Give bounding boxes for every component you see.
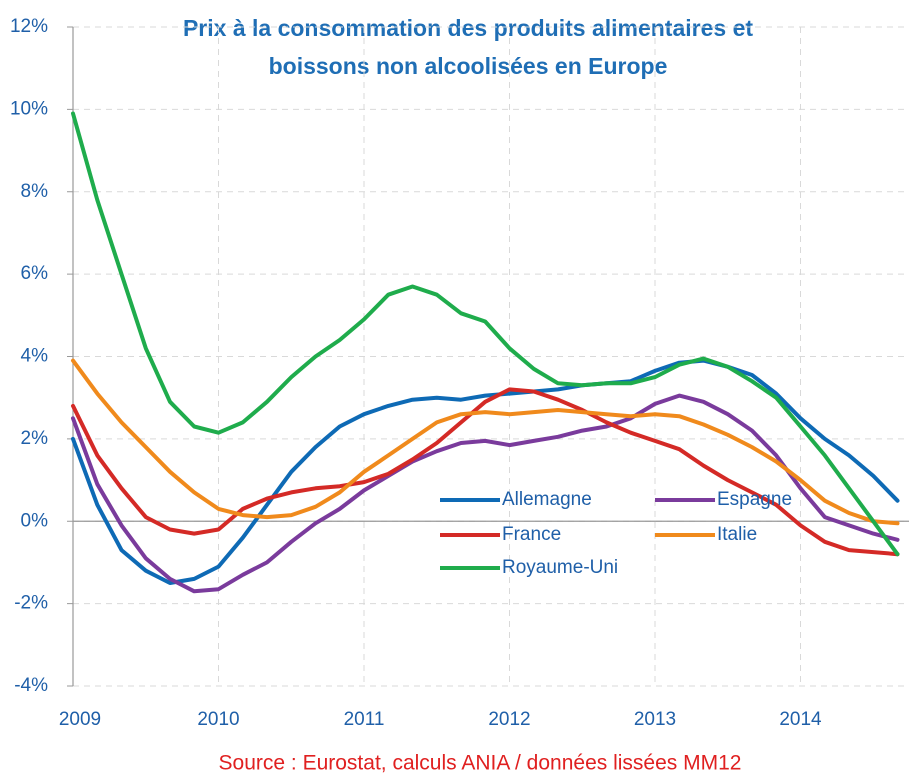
chart-title: boissons non alcoolisées en Europe — [269, 53, 668, 79]
data-line — [71, 387, 900, 557]
y-tick-label: 10% — [10, 98, 48, 119]
chart-title: Prix à la consommation des produits alim… — [183, 15, 753, 41]
y-tick-label: -4% — [14, 675, 48, 696]
data-line — [71, 358, 900, 526]
x-tick-label: 2012 — [488, 709, 530, 730]
x-tick-label: 2010 — [197, 709, 239, 730]
x-tick-label: 2011 — [344, 709, 385, 730]
y-tick-label: 8% — [21, 181, 49, 202]
y-tick-label: 0% — [21, 510, 49, 531]
data-line — [71, 358, 900, 585]
x-tick-label: 2013 — [634, 709, 676, 730]
data-line — [71, 393, 900, 594]
legend-label: Espagne — [717, 489, 792, 510]
legend-label: France — [502, 524, 561, 545]
data-line — [71, 111, 900, 557]
y-tick-label: 2% — [21, 428, 49, 449]
legend-label: Allemagne — [502, 489, 592, 510]
y-tick-label: 6% — [21, 263, 49, 284]
source-note: Source : Eurostat, calculs ANIA / donnée… — [219, 752, 742, 775]
legend-label: Royaume-Uni — [502, 557, 618, 578]
y-tick-label: -2% — [14, 593, 48, 614]
legend-label: Italie — [717, 524, 757, 545]
x-tick-label: 2009 — [59, 709, 101, 730]
y-tick-label: 4% — [21, 346, 49, 367]
x-tick-label: 2014 — [779, 709, 822, 730]
y-tick-label: 12% — [10, 16, 48, 37]
